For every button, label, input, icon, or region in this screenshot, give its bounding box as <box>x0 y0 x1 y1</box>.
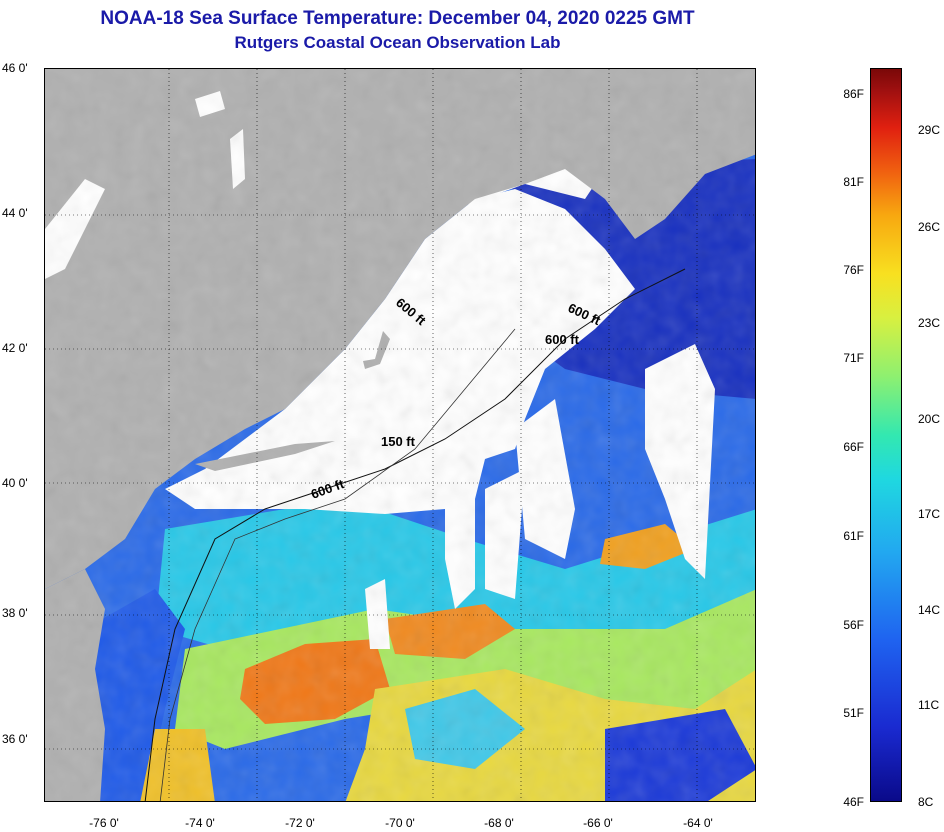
colorbar-celsius-label: 29C <box>918 123 941 137</box>
sst-map[interactable]: 600 ft 600 ft 600 ft 150 ft 600 ft <box>44 68 756 802</box>
colorbar-celsius-label: 8C <box>918 795 934 809</box>
colorbar-celsius-label: 14C <box>918 603 941 617</box>
latitude-label: 36 0' <box>2 732 28 746</box>
latitude-label: 42 0' <box>2 341 28 355</box>
colorbar-fahrenheit-label: 81F <box>843 175 864 189</box>
longitude-label: -66 0' <box>583 816 613 830</box>
colorbar-fahrenheit-label: 51F <box>843 706 864 720</box>
colorbar-celsius-label: 23C <box>918 316 941 330</box>
longitude-label: -68 0' <box>484 816 514 830</box>
colorbar-celsius-label: 17C <box>918 507 941 521</box>
colorbar-fahrenheit-label: 46F <box>843 795 864 809</box>
colorbar-celsius-label: 20C <box>918 412 941 426</box>
longitude-label: -72 0' <box>285 816 315 830</box>
latitude-label: 46 0' <box>2 61 28 75</box>
latitude-label: 44 0' <box>2 206 28 220</box>
isobath-600ft-line <box>144 268 686 801</box>
longitude-label: -74 0' <box>185 816 215 830</box>
isobath-label: 150 ft <box>381 434 416 449</box>
colorbar-fahrenheit-label: 86F <box>843 87 864 101</box>
sensor-noise-texture <box>45 69 755 801</box>
longitude-label: -70 0' <box>385 816 415 830</box>
longitude-label: -64 0' <box>683 816 713 830</box>
colorbar-fahrenheit-label: 61F <box>843 529 864 543</box>
colorbar-celsius-label: 26C <box>918 220 941 234</box>
isobath-label: 600 ft <box>545 332 580 347</box>
latitude-label: 40 0' <box>2 476 28 490</box>
longitude-label: -76 0' <box>89 816 119 830</box>
colorbar-fahrenheit-label: 56F <box>843 618 864 632</box>
latitude-label: 38 0' <box>2 606 28 620</box>
colorbar-fahrenheit-label: 76F <box>843 263 864 277</box>
isobath-150ft-line <box>159 328 516 801</box>
colorbar-fahrenheit-label: 71F <box>843 351 864 365</box>
colorbar-celsius-label: 11C <box>918 698 940 712</box>
colorbar-fahrenheit-label: 66F <box>843 440 864 454</box>
figure-subtitle: Rutgers Coastal Ocean Observation Lab <box>234 33 561 52</box>
graticule <box>45 69 755 801</box>
figure-title: NOAA-18 Sea Surface Temperature: Decembe… <box>100 8 695 29</box>
temperature-colorbar <box>870 68 902 802</box>
